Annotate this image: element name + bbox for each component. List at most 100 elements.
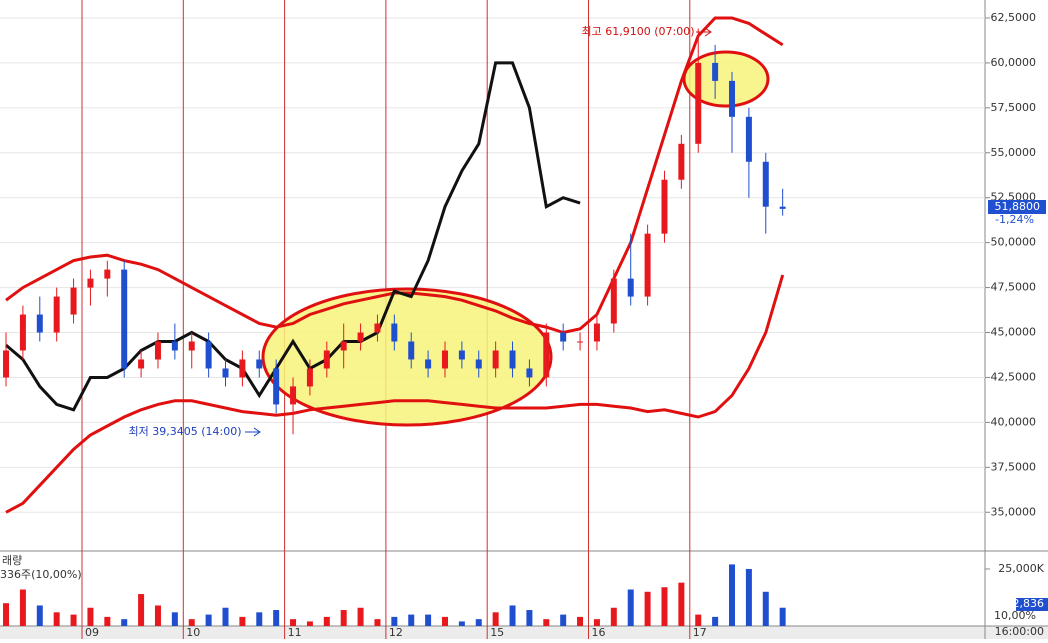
highlight-ellipse <box>682 50 770 108</box>
volume-bar <box>695 614 702 626</box>
candle-body <box>306 368 313 387</box>
y-tick-label: 35,0000 <box>991 505 1037 518</box>
volume-bar <box>391 616 398 626</box>
y-tick-label: 40,0000 <box>991 415 1037 428</box>
volume-bar <box>104 616 111 626</box>
candle-body <box>492 350 499 369</box>
candle-body <box>610 278 617 324</box>
volume-bar <box>121 619 128 626</box>
y-tick-label: 45,0000 <box>991 326 1037 339</box>
candle-body <box>661 179 668 234</box>
volume-bar <box>340 610 347 626</box>
candle-body <box>188 341 195 351</box>
volume-tick-label: 25,000K <box>998 562 1044 575</box>
candle-body <box>70 287 77 315</box>
volume-pct-label: 10,00% <box>994 609 1036 622</box>
volume-title: 래량 <box>2 554 22 567</box>
volume-bar <box>273 610 280 626</box>
candle-body <box>779 206 786 209</box>
volume-bar <box>374 619 381 626</box>
volume-bar <box>762 591 769 626</box>
candle-body <box>340 341 347 351</box>
volume-bar <box>154 605 161 626</box>
last-price-label: 51,8800 <box>995 200 1041 213</box>
candle-body <box>36 314 43 333</box>
x-tick-label: 17 <box>693 626 707 639</box>
volume-bar <box>87 607 94 626</box>
candle-body <box>290 386 297 405</box>
overlay-line <box>5 61 581 412</box>
volume-bar <box>290 619 297 626</box>
x-tick-label: 12 <box>389 626 403 639</box>
candle-body <box>374 323 381 333</box>
volume-bar <box>188 619 195 626</box>
candle-body <box>104 269 111 279</box>
volume-bar <box>560 614 567 626</box>
time-label: 16:00:00 <box>995 625 1044 638</box>
candle-body <box>712 62 719 81</box>
volume-bar <box>138 594 145 626</box>
candle-body <box>53 296 60 333</box>
volume-bar <box>70 614 77 626</box>
volume-bar <box>53 612 60 626</box>
candle-body <box>627 278 634 297</box>
candle-body <box>762 161 769 207</box>
x-tick-label: 10 <box>186 626 200 639</box>
candle-body <box>441 350 448 369</box>
candle-body <box>239 359 246 378</box>
highlight-ellipse <box>261 287 553 427</box>
volume-bar <box>526 610 533 626</box>
volume-bar <box>543 619 550 626</box>
candle-body <box>222 368 229 378</box>
candle-body <box>729 80 736 117</box>
volume-bar <box>661 587 668 626</box>
last-volume-label: 802,836 <box>999 597 1045 610</box>
x-tick-label: 16 <box>592 626 606 639</box>
volume-bar <box>627 589 634 626</box>
volume-bar <box>475 619 482 626</box>
volume-bar <box>239 616 246 626</box>
volume-bar <box>408 614 415 626</box>
candle-body <box>745 116 752 162</box>
x-tick-label: 15 <box>490 626 504 639</box>
candle-body <box>357 332 364 342</box>
candle-body <box>3 350 10 378</box>
volume-bar <box>458 621 465 626</box>
volume-bar <box>171 612 178 626</box>
volume-bar <box>3 603 10 626</box>
volume-bar <box>323 616 330 626</box>
candle-body <box>425 359 432 369</box>
candle-body <box>19 314 26 351</box>
volume-bar <box>425 614 432 626</box>
volume-bar <box>205 614 212 626</box>
y-tick-label: 42,5000 <box>991 370 1037 383</box>
candle-body <box>577 341 584 343</box>
candle-body <box>273 368 280 405</box>
candle-body <box>526 368 533 378</box>
y-tick-label: 50,0000 <box>991 236 1037 249</box>
candle-body <box>205 341 212 369</box>
volume-bar <box>222 607 229 626</box>
volume-bar <box>678 582 685 626</box>
candle-body <box>543 332 550 378</box>
candle-body <box>678 143 685 180</box>
arrow <box>696 27 712 37</box>
volume-subtitle: 336주(10,00%) <box>0 568 82 581</box>
volume-bar <box>492 612 499 626</box>
y-tick-label: 62,5000 <box>991 11 1037 24</box>
y-tick-label: 55,0000 <box>991 146 1037 159</box>
volume-bar <box>712 616 719 626</box>
candle-body <box>154 341 161 360</box>
x-tick-label: 09 <box>85 626 99 639</box>
candle-body <box>593 323 600 342</box>
candle-body <box>458 350 465 360</box>
y-tick-label: 57,5000 <box>991 101 1037 114</box>
volume-bar <box>306 621 313 626</box>
volume-bar <box>509 605 516 626</box>
volume-bar <box>779 607 786 626</box>
volume-bar <box>745 568 752 626</box>
volume-bar <box>593 619 600 626</box>
overlay-line <box>5 274 785 514</box>
last-change-label: -1,24% <box>995 213 1034 226</box>
